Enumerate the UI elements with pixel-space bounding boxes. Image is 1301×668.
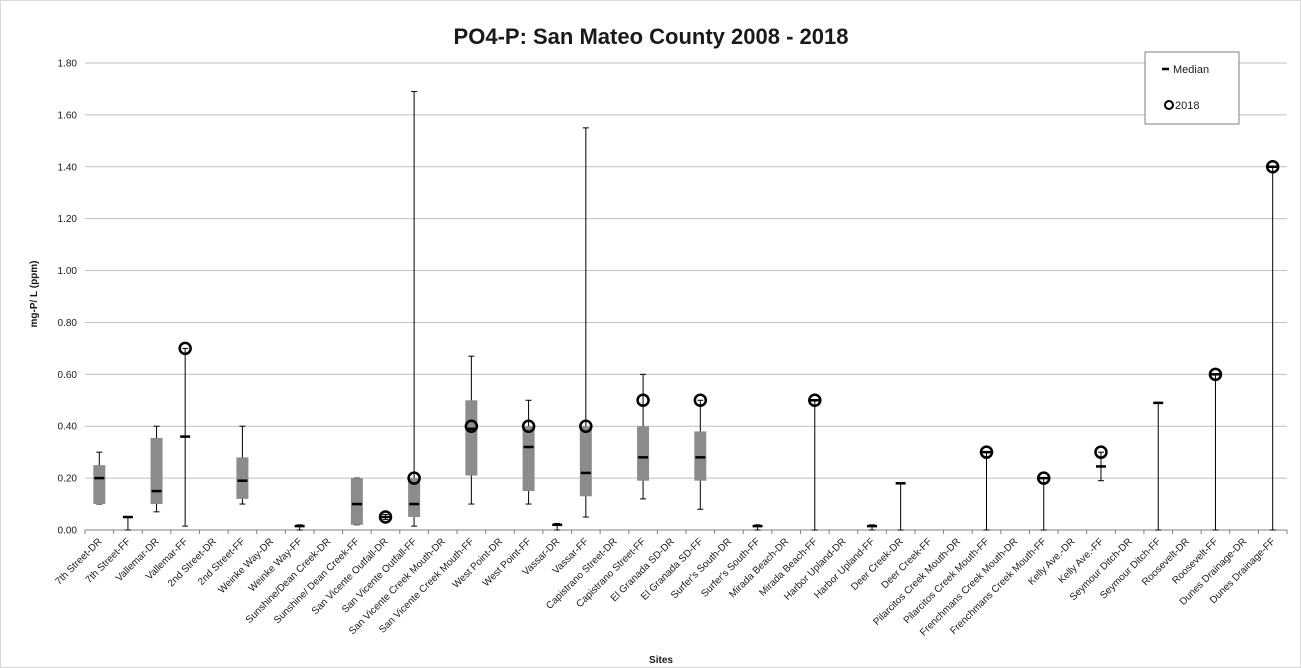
box-san-vicente-outfall-ff [407, 91, 421, 527]
box-san-vicente-creek-mouth-ff [464, 355, 479, 505]
box-vassar-ff [579, 127, 593, 518]
gridlines [84, 62, 1288, 534]
box-el-granada-sd-ff [693, 393, 708, 510]
iqr-box [465, 400, 478, 476]
iqr-box [350, 478, 363, 525]
value-2018-marker [808, 393, 822, 408]
box-pilarcitos-creek-mouth-ff [979, 445, 994, 531]
y-tick-label: 1.40 [58, 162, 78, 173]
box-capistrano-street-ff [636, 373, 650, 500]
box-vallemar-dr [150, 425, 163, 513]
legend-box [1144, 51, 1240, 125]
y-tick-label: 1.20 [58, 214, 78, 225]
box-roosevelt-ff [1208, 367, 1223, 531]
iqr-box [93, 465, 106, 505]
box-west-point-ff [521, 399, 536, 505]
iqr-box [236, 457, 249, 499]
value-2018-marker [979, 445, 994, 459]
iqr-box [637, 426, 650, 481]
y-tick-label: 1.60 [58, 110, 78, 121]
value-2018-marker [1094, 445, 1108, 459]
legend-2018-marker [1164, 100, 1174, 110]
value-2018-marker [1265, 160, 1280, 174]
box-7th-street-dr [93, 451, 106, 505]
legend-median-label: Median [1173, 64, 1209, 76]
y-tick-label: 0.80 [58, 318, 78, 329]
value-2018-marker [579, 419, 593, 433]
box-surfer-s-south-ff [752, 524, 763, 531]
box-mirada-beach-ff [808, 393, 822, 531]
x-category-label: West Point-DR [451, 536, 505, 590]
y-tick-labels: 0.00 0.20 0.40 0.60 0.80 1.00 1.20 1.40 1.60 1.80 [58, 59, 78, 537]
box-dunes-drainage-ff [1265, 160, 1280, 531]
iqr-box [150, 437, 163, 505]
box-deer-creek-dr [895, 482, 906, 531]
chart-title: PO4-P: San Mateo County 2008 - 2018 [454, 24, 849, 49]
iqr-box [408, 478, 421, 518]
value-2018-marker [521, 419, 536, 433]
box-7th-street-ff [122, 515, 133, 531]
value-2018-marker [407, 471, 421, 485]
value-2018-marker [1208, 367, 1223, 382]
y-tick-label: 0.60 [58, 370, 78, 381]
iqr-box [579, 426, 592, 497]
box-harbor-upland-ff [867, 524, 878, 531]
legend-2018-label: 2018 [1175, 100, 1199, 112]
box-2nd-street-ff [236, 425, 249, 505]
legend: Median 2018 [1144, 51, 1240, 125]
y-tick-label: 0.20 [58, 474, 78, 485]
box-kelly-ave-ff [1094, 445, 1108, 482]
value-2018-marker [636, 393, 650, 408]
box-frenchmans-creek-mouth-ff [1036, 471, 1051, 531]
value-2018-marker [1036, 471, 1051, 485]
box-weinke-way-ff [294, 524, 305, 531]
x-axis-title: Sites [649, 655, 673, 666]
box-sunshine-dean-creek-ff [350, 477, 363, 526]
box-seymour-ditch-ff [1153, 401, 1164, 531]
box-vassar-dr [552, 523, 563, 531]
iqr-box [694, 431, 707, 481]
y-tick-label: 0.00 [58, 526, 78, 537]
value-2018-marker [464, 419, 479, 433]
value-2018-marker [378, 510, 393, 524]
x-category-label: Deer Creek-FF [879, 536, 934, 591]
iqr-box [522, 426, 535, 492]
y-tick-label: 0.40 [58, 422, 78, 433]
box-san-vicente-outfall-dr [378, 510, 393, 524]
y-tick-label: 1.00 [58, 266, 78, 277]
value-2018-marker [693, 393, 708, 408]
plot-area [93, 91, 1280, 531]
value-2018-marker [178, 341, 192, 356]
y-axis-title: mg-P/ L (ppm) [29, 260, 40, 327]
y-tick-label: 1.80 [58, 59, 78, 70]
box-vallemar-ff [178, 341, 192, 527]
